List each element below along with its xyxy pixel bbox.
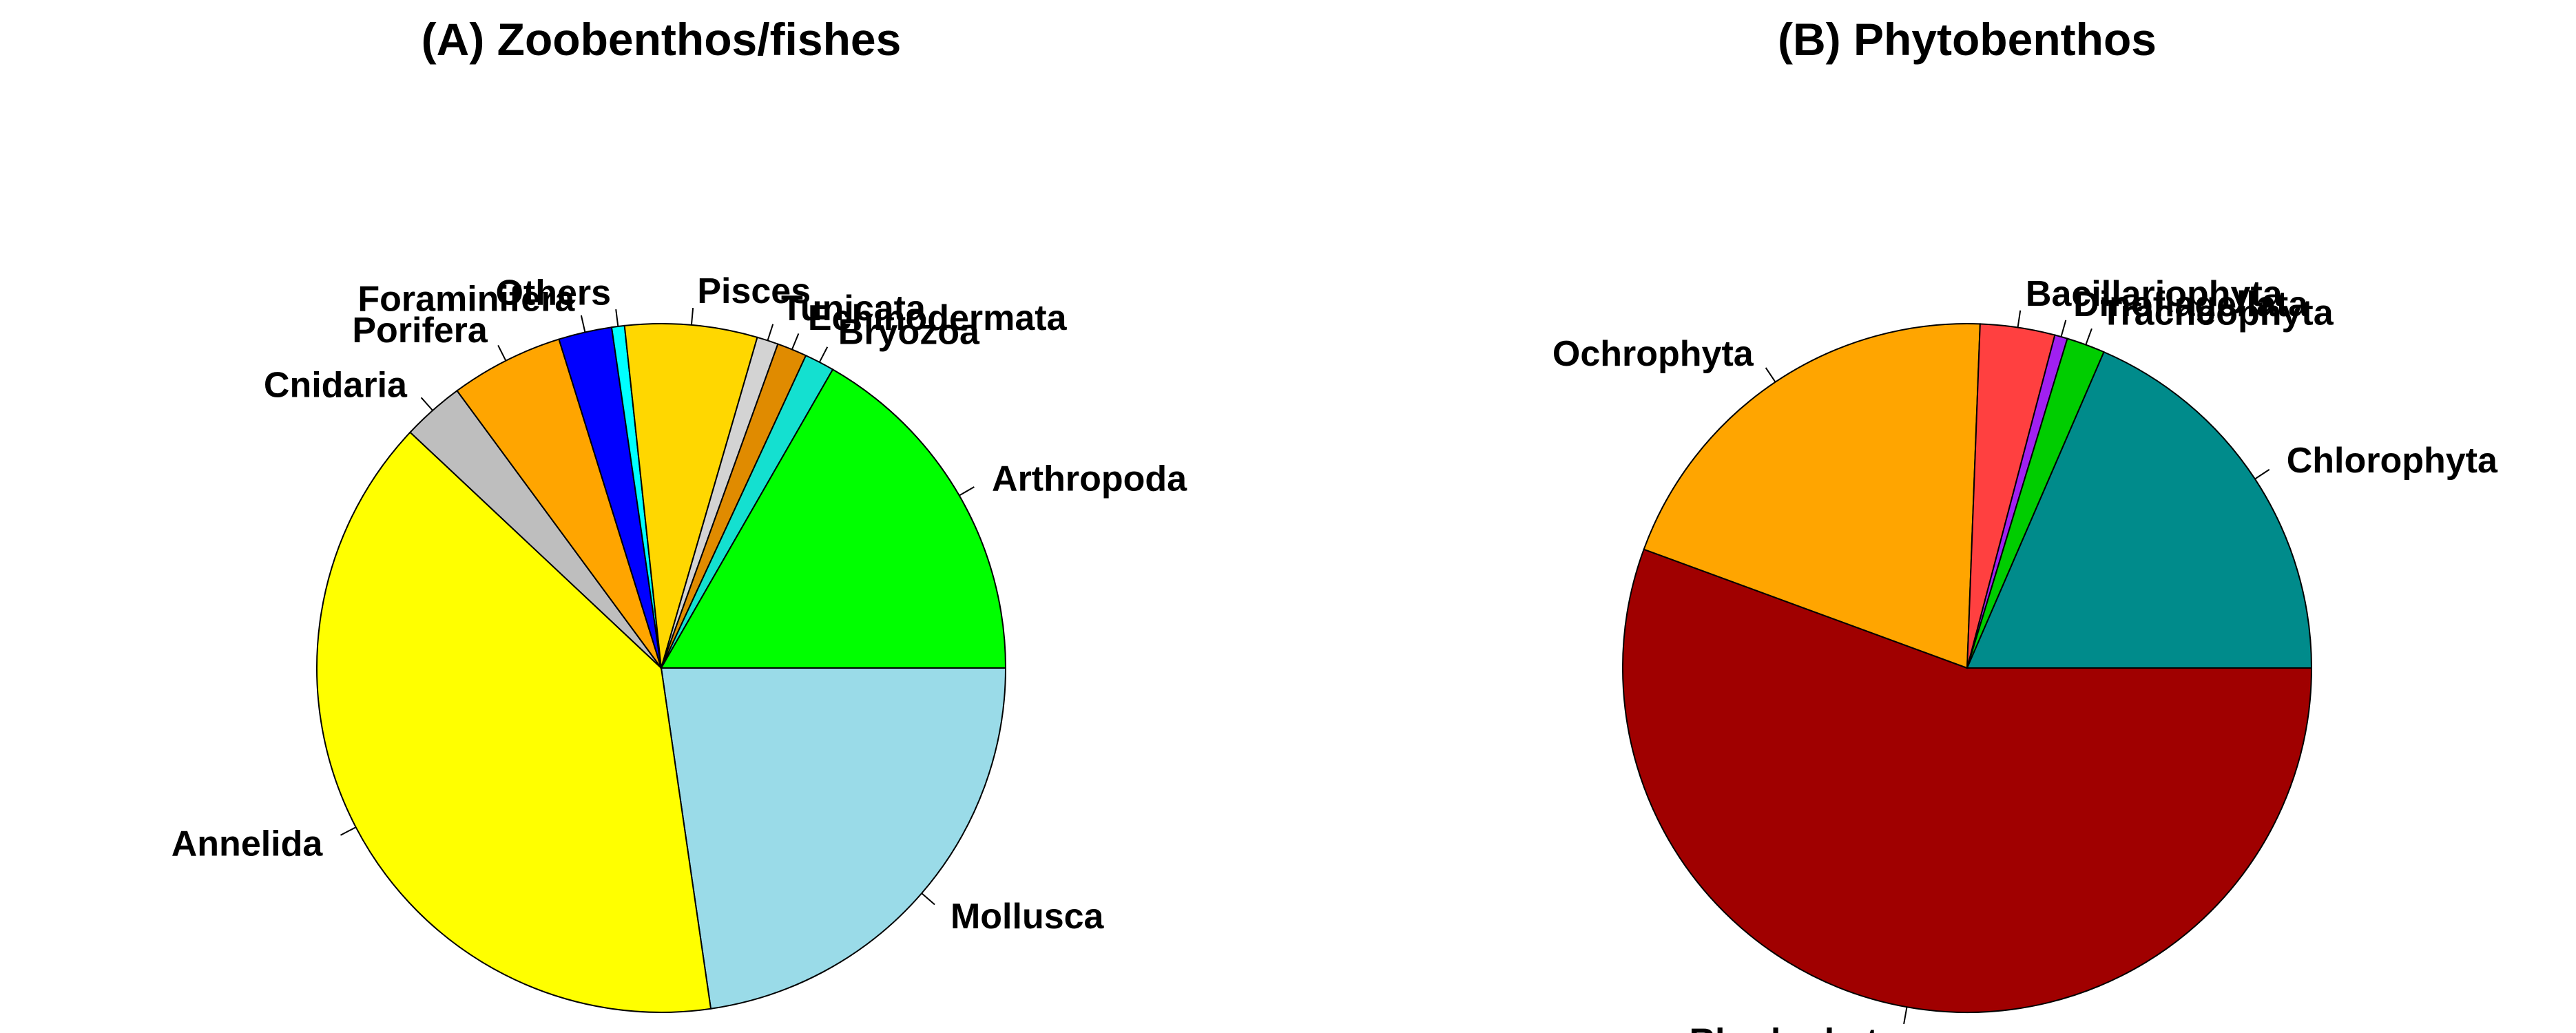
slice-label-chlorophyta: Chlorophyta — [2287, 441, 2498, 481]
slice-rhodophyta — [1622, 548, 2313, 1013]
slice-porifera — [456, 338, 662, 669]
slice-label-arthropoda: Arthropoda — [992, 459, 1187, 499]
slice-label-tracheophyta: Tracheophyta — [2101, 293, 2334, 333]
pie-zoobenthos: Mollusca Annelida Cnidaria PoriferaForamini… — [172, 271, 1187, 1013]
slice-pisces — [623, 322, 758, 669]
leader-line-echinodermata — [791, 333, 800, 350]
leader-line-rhodophyta — [1903, 1007, 1908, 1025]
slice-annelida — [316, 431, 712, 1013]
slice-label-others: Others — [495, 273, 611, 313]
leader-line-bryozoa — [818, 346, 829, 363]
leader-line-chlorophyta — [2254, 468, 2270, 480]
slice-label-echinodermata: Echinodermata — [808, 298, 1068, 338]
slice-arthropoda — [660, 368, 1007, 669]
leader-line-foraminifera — [580, 315, 586, 333]
slice-label-ochrophyta: Ochrophyta — [1552, 334, 1754, 374]
slice-label-pisces: Pisces — [697, 271, 811, 311]
slice-label-dinoflagellata: Dinoflagellata — [2073, 284, 2309, 324]
leader-line-porifera — [497, 345, 507, 362]
leader-line-pisces — [690, 307, 694, 326]
leader-line-annelida — [340, 826, 357, 836]
pie-phytobenthos: Rhodophyta Ochrophyta BacillariophytaDinof… — [1552, 274, 2498, 1033]
slice-label-annelida: Annelida — [172, 824, 324, 864]
leader-line-arthropoda — [959, 486, 975, 497]
leader-line-dinoflagellata — [2060, 320, 2067, 337]
slice-label-porifera: Porifera — [352, 311, 488, 351]
leader-line-bacillariophyta — [2017, 310, 2022, 328]
slice-mollusca — [660, 667, 1007, 1010]
leader-line-mollusca — [921, 893, 935, 906]
slice-label-foraminifera: Foraminifera — [357, 280, 575, 320]
leader-line-others — [615, 309, 619, 327]
slice-label-tunicata: Tunicata — [781, 289, 926, 328]
slice-label-cnidaria: Cnidaria — [264, 366, 408, 406]
chart-title-zoobenthos: (A) Zoobenthos/fishes — [422, 14, 902, 65]
slice-ochrophyta — [1643, 323, 1981, 669]
slice-label-rhodophyta: Rhodophyta — [1689, 1022, 1898, 1033]
leader-line-cnidaria — [420, 397, 433, 411]
slice-label-bryozoa: Bryozoa — [838, 313, 980, 353]
leader-line-ochrophyta — [1765, 367, 1776, 383]
slice-label-mollusca: Mollusca — [951, 897, 1105, 937]
chart-title-phytobenthos: (B) Phytobenthos — [1778, 14, 2157, 65]
slice-label-bacillariophyta: Bacillariophyta — [2026, 274, 2283, 314]
leader-line-tracheophyta — [2085, 328, 2092, 345]
leader-line-tunicata — [767, 324, 774, 341]
